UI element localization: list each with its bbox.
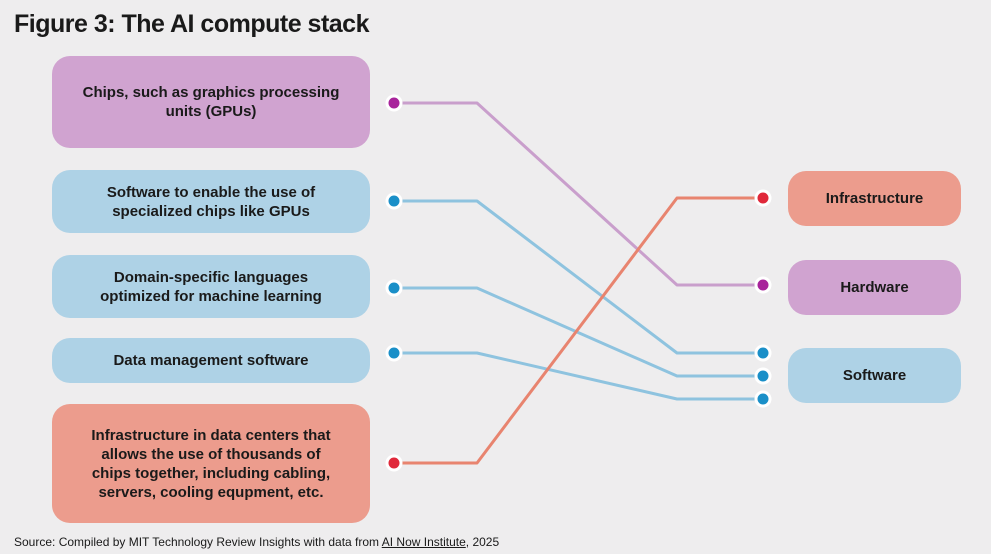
dot-software-2 xyxy=(754,367,772,385)
connector-data-management-software xyxy=(394,351,763,401)
source-suffix: , 2025 xyxy=(465,535,500,549)
source-link[interactable]: AI Now Institute xyxy=(381,535,466,549)
item-datacenter-infrastructure-label: Infrastructure in data centers that allo… xyxy=(91,426,331,501)
category-infrastructure: Infrastructure xyxy=(788,171,961,226)
dot-software-3 xyxy=(754,390,772,408)
source-prefix: Source: Compiled by MIT Technology Revie… xyxy=(14,535,382,549)
item-chips-label: Chips, such as graphics processing units… xyxy=(82,84,340,120)
dot-infrastructure xyxy=(754,189,772,207)
item-domain-languages-label: Domain-specific languages optimized for … xyxy=(100,268,322,305)
figure-title: Figure 3: The AI compute stack xyxy=(14,10,369,38)
item-domain-languages: Domain-specific languages optimized for … xyxy=(52,255,370,318)
dot-software-1 xyxy=(754,344,772,362)
dot-domain-languages xyxy=(385,279,403,297)
item-chip-software: Software to enable the use of specialize… xyxy=(52,170,370,233)
item-data-management-label: Data management software xyxy=(113,352,309,369)
source-note: Source: Compiled by MIT Technology Revie… xyxy=(14,535,499,549)
item-chip-software-label: Software to enable the use of specialize… xyxy=(106,183,316,220)
connector-datacenter-infrastructure xyxy=(394,196,763,465)
dot-datacenter-infrastructure xyxy=(385,454,403,472)
dot-chips xyxy=(385,94,403,112)
category-hardware-label: Hardware xyxy=(840,279,909,296)
dot-chip-software xyxy=(385,192,403,210)
connector-domain-languages-software xyxy=(394,286,763,378)
item-data-management: Data management software xyxy=(52,338,370,383)
category-software-label: Software xyxy=(842,367,907,384)
connector-chip-software-software xyxy=(394,199,763,355)
category-infrastructure-label: Infrastructure xyxy=(825,190,924,207)
item-chips: Chips, such as graphics processing units… xyxy=(52,56,370,148)
dot-data-management xyxy=(385,344,403,362)
dot-hardware xyxy=(754,276,772,294)
category-hardware: Hardware xyxy=(788,260,961,315)
item-datacenter-infrastructure: Infrastructure in data centers that allo… xyxy=(52,404,370,523)
category-software: Software xyxy=(788,348,961,403)
connector-chips-hardware xyxy=(394,101,763,287)
